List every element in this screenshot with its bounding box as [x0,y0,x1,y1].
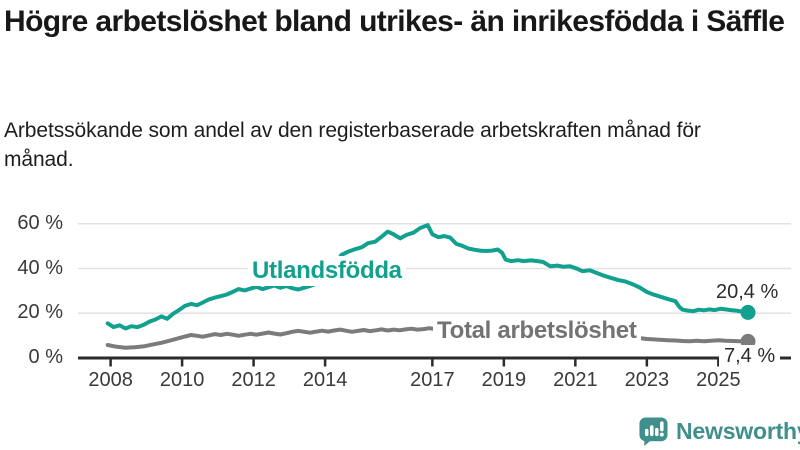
series-line [105,223,750,331]
end-value-label-total: 7,4 % [719,345,781,368]
series-label-total-arbetsloshet: Total arbetslöshet [433,316,641,346]
y-axis-tick-label: 40 % [17,256,63,279]
series-line [105,326,750,350]
x-axis-tick-label: 2010 [159,369,205,391]
newsworthy-wordmark: Newsworthy [676,418,800,444]
x-axis-tick-label: 2014 [302,369,348,391]
x-axis-tick-label: 2019 [481,369,527,391]
x-axis-tick-label: 2025 [696,369,741,391]
newsworthy-logo[interactable]: Newsworthy [638,416,800,447]
chart-title: Högre arbetslöshet bland utrikes- än inr… [4,5,785,38]
x-axis-tick-label: 2008 [88,369,133,391]
y-axis-tick-label: 60 % [17,211,63,234]
x-axis-tick-label: 2017 [410,369,455,391]
series-label-utlandsfodda: Utlandsfödda [248,256,406,286]
y-axis-tick-label: 0 % [28,346,63,368]
x-axis-tick-label: 2012 [231,369,276,391]
y-axis-tick-label: 20 % [17,301,63,324]
series-end-dot [740,304,756,320]
end-value-label-utlandsfodda: 20,4 % [716,281,779,303]
chart-subtitle: Arbetssökande som andel av den registerb… [4,119,701,171]
x-axis-tick-label: 2021 [553,369,598,391]
newsworthy-bar-chart-bubble-icon [638,416,669,447]
x-axis-tick-label: 2023 [624,369,670,391]
